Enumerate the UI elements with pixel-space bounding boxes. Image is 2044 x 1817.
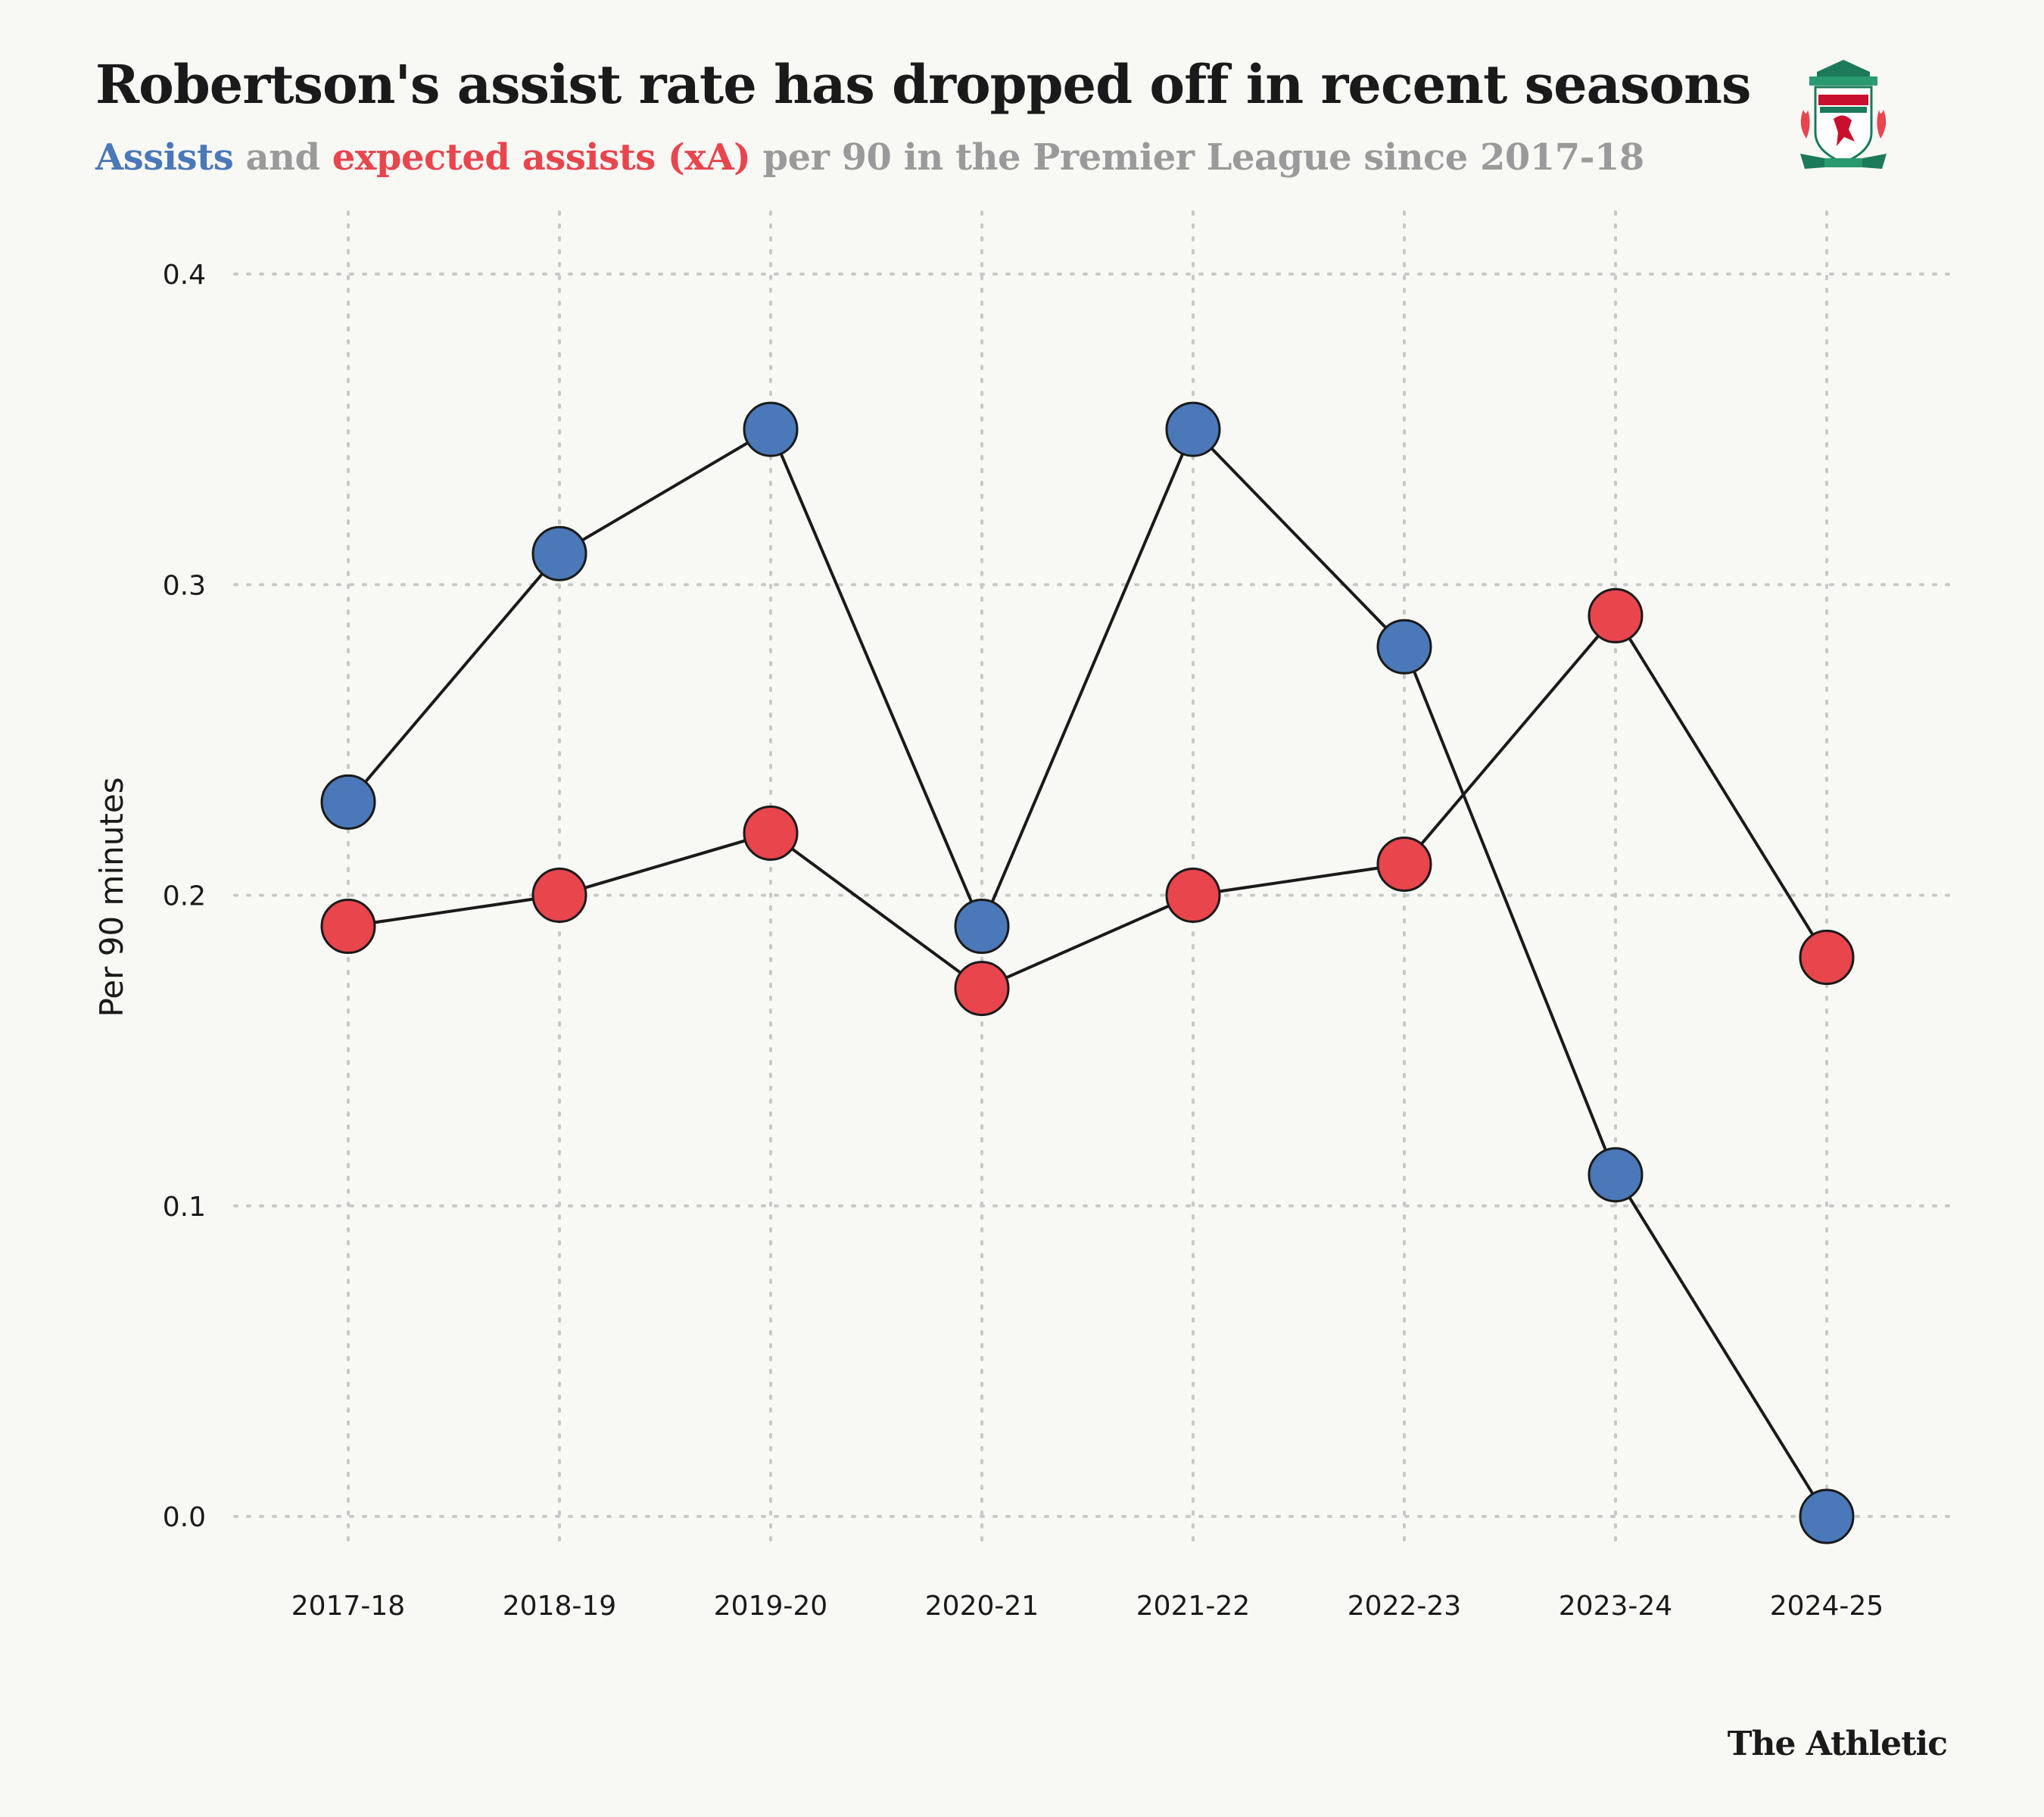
y-tick-label: 0.1 <box>163 1192 206 1223</box>
chart-subtitle: Assists and expected assists (xA) per 90… <box>95 136 1644 179</box>
y-axis-label: Per 90 minutes <box>93 777 130 1017</box>
data-point-xa <box>1376 836 1432 892</box>
data-point-assists <box>1799 1488 1855 1544</box>
data-point-assists <box>531 525 587 581</box>
data-point-xa <box>1588 587 1644 644</box>
x-tick-label: 2017-18 <box>291 1591 405 1622</box>
data-point-xa <box>1165 868 1221 923</box>
data-point-xa <box>954 961 1010 1017</box>
x-tick-label: 2020-21 <box>925 1591 1039 1622</box>
series-line-assists <box>347 428 1828 1518</box>
x-tick-label: 2022-23 <box>1348 1591 1461 1622</box>
x-tick-labels: 2017-18 2018-19 2019-20 2020-21 2021-22 2022-… <box>291 1591 1884 1622</box>
x-tick-label: 2018-19 <box>503 1591 616 1622</box>
liverpool-crest-logo <box>1800 60 1887 169</box>
y-tick-label: 0.4 <box>163 260 206 291</box>
brand-logo-text: The Athletic <box>1727 1725 1948 1763</box>
subtitle-assists: Assists <box>95 136 234 179</box>
subtitle-xa: expected assists (xA) <box>332 136 751 179</box>
x-tick-label: 2023-24 <box>1559 1591 1672 1622</box>
data-point-assists <box>1588 1147 1644 1203</box>
subtitle-rest: per 90 in the Premier League since 2017-… <box>750 136 1645 179</box>
y-tick-labels: 0.0 0.1 0.2 0.3 0.4 <box>163 260 206 1533</box>
data-point-xa <box>531 868 587 923</box>
x-tick-label: 2021-22 <box>1136 1591 1250 1622</box>
data-point-assists <box>743 401 799 457</box>
data-point-xa <box>1799 930 1855 986</box>
series-points <box>320 401 1855 1544</box>
series-lines <box>347 428 1828 1518</box>
y-tick-label: 0.0 <box>163 1502 206 1533</box>
data-point-assists <box>1165 401 1221 457</box>
data-point-assists <box>954 899 1010 955</box>
series-line-xa <box>347 614 1828 990</box>
data-point-xa <box>743 805 799 861</box>
chart-title: Robertson's assist rate has dropped off … <box>95 53 1751 116</box>
x-tick-label: 2019-20 <box>714 1591 827 1622</box>
data-point-assists <box>1376 619 1432 675</box>
data-point-xa <box>320 899 376 955</box>
subtitle-and: and <box>233 136 332 179</box>
data-point-assists <box>320 774 376 830</box>
x-tick-label: 2024-25 <box>1770 1591 1884 1622</box>
y-tick-label: 0.3 <box>163 570 206 601</box>
y-tick-label: 0.2 <box>163 881 206 912</box>
grid-lines <box>233 210 1951 1550</box>
